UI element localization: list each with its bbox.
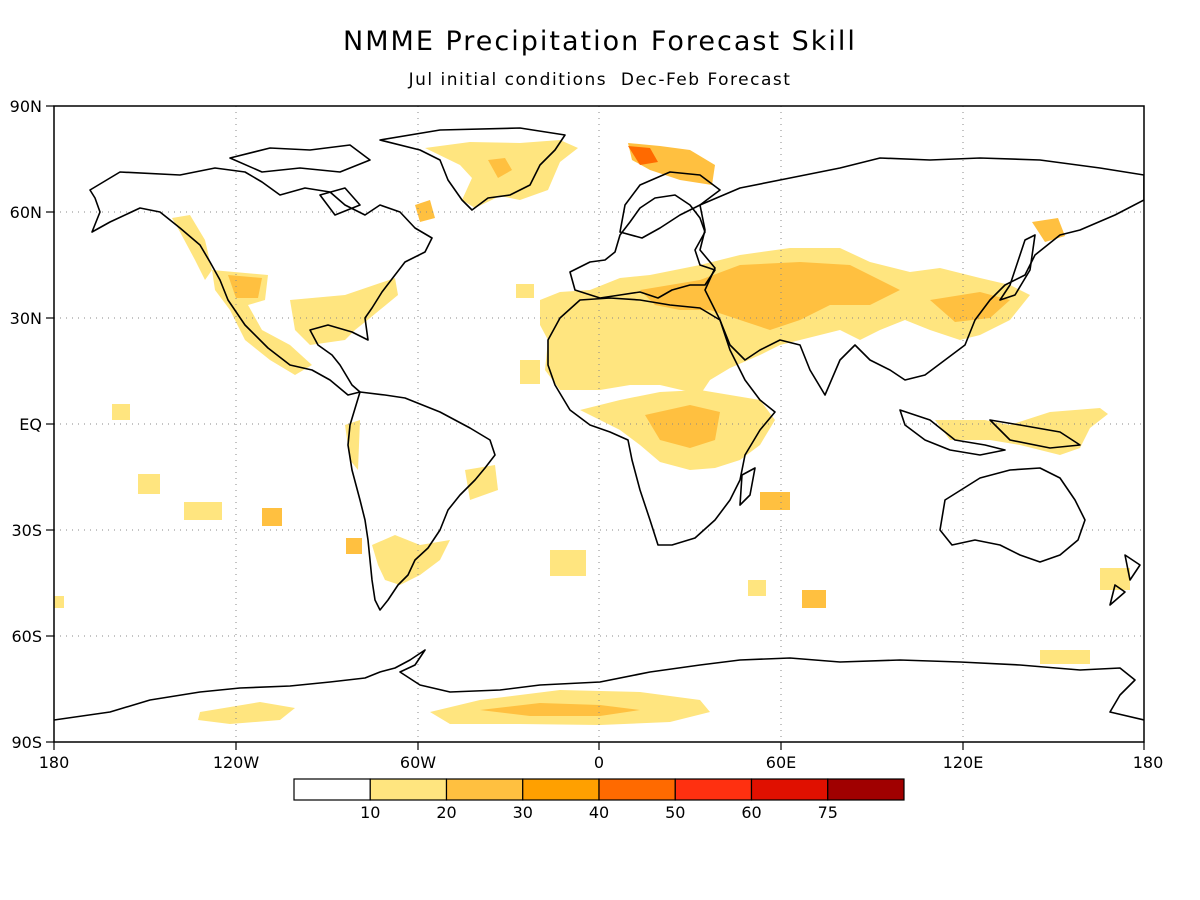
coast-africa (547, 297, 776, 546)
shade-blob-9 (760, 492, 790, 510)
shade-blob-4 (262, 508, 282, 526)
x-tick-label: 120W (213, 753, 260, 772)
shade-blob-1 (112, 404, 130, 420)
y-tick-label: 60S (11, 627, 42, 646)
shade-blob-7 (748, 580, 766, 596)
shade-blob-14 (520, 360, 540, 384)
coast-madagascar (739, 467, 756, 506)
shade-svalbard-core (628, 146, 658, 165)
colorbar-label: 30 (513, 803, 533, 822)
coast-canadian-arctic (229, 144, 371, 216)
coast-south-america (347, 391, 496, 611)
y-tick-label: 30N (10, 309, 42, 328)
shade-japan (1032, 218, 1065, 242)
coast-north-america (89, 167, 433, 396)
y-tick-label: 30S (11, 521, 42, 540)
shade-maritime (935, 408, 1108, 455)
y-tick-label: 90N (10, 97, 42, 116)
y-tick-labels: 90N 60N 30N EQ 30S 60S 90S (10, 97, 42, 752)
skill-shading (54, 140, 1130, 725)
colorbar-swatch (445, 778, 524, 801)
coast-asia (699, 157, 1144, 396)
y-tick-label: 90S (11, 733, 42, 752)
colorbar-swatch (674, 778, 753, 801)
shade-blob-11 (1100, 568, 1130, 590)
shade-blob-12 (1040, 650, 1090, 664)
shade-blob-5 (346, 538, 362, 554)
colorbar-swatch (369, 778, 448, 801)
x-tick-label: 120E (943, 753, 984, 772)
y-tick-label: 60N (10, 203, 42, 222)
colorbar-swatch (522, 778, 600, 801)
map-subtitle: Jul initial conditions Dec-Feb Forecast (408, 70, 792, 90)
colorbar-label: 10 (360, 803, 380, 822)
shade-labrador (415, 200, 435, 222)
shade-eurasia-core (640, 262, 900, 330)
x-tick-label: 60W (400, 753, 436, 772)
shade-blob-2 (138, 474, 160, 494)
colorbar-label: 60 (741, 803, 761, 822)
coast-indonesia (899, 409, 1081, 456)
colorbar-label: 50 (665, 803, 685, 822)
shade-se-us (290, 278, 398, 345)
shade-trop-africa-core (645, 405, 720, 448)
shade-w-canada (172, 215, 212, 280)
shade-antarctic-core (480, 703, 640, 716)
map-title: NMME Precipitation Forecast Skill (343, 26, 857, 57)
coastlines (54, 127, 1144, 721)
tick-marks (46, 105, 1145, 750)
coast-antarctica (54, 649, 1144, 721)
coast-europe (569, 194, 716, 299)
coast-greenland (379, 127, 566, 211)
colorbar-swatch (293, 778, 371, 801)
coast-japan (999, 234, 1036, 301)
colorbar-swatch (750, 778, 829, 801)
x-tick-label: 180 (1133, 753, 1164, 772)
shade-brazil-e (465, 465, 498, 500)
colorbar-label: 20 (436, 803, 456, 822)
x-tick-label: 60E (766, 753, 796, 772)
x-tick-label: 0 (594, 753, 604, 772)
colorbar: 10 20 30 40 50 60 75 (293, 778, 905, 822)
shade-blob-6 (550, 550, 586, 576)
coast-australia (939, 467, 1086, 563)
shade-blob-8 (802, 590, 826, 608)
colorbar-label: 40 (589, 803, 609, 822)
colorbar-swatch (598, 778, 676, 801)
colorbar-swatch (827, 778, 905, 801)
graticule (54, 106, 1144, 742)
y-tick-label: EQ (19, 415, 42, 434)
coast-scandinavia (619, 171, 721, 239)
shade-antarctic-w (198, 702, 295, 724)
colorbar-label: 75 (818, 803, 838, 822)
shade-patagonia (372, 535, 450, 585)
shade-greenland-core (488, 158, 512, 178)
x-tick-label: 180 (39, 753, 70, 772)
shade-blob-10 (54, 596, 64, 608)
shade-blob-13 (516, 284, 534, 298)
x-tick-labels: 180 120W 60W 0 60E 120E 180 (39, 753, 1164, 772)
shade-blob-3 (184, 502, 222, 520)
coast-new-zealand (1109, 554, 1141, 606)
